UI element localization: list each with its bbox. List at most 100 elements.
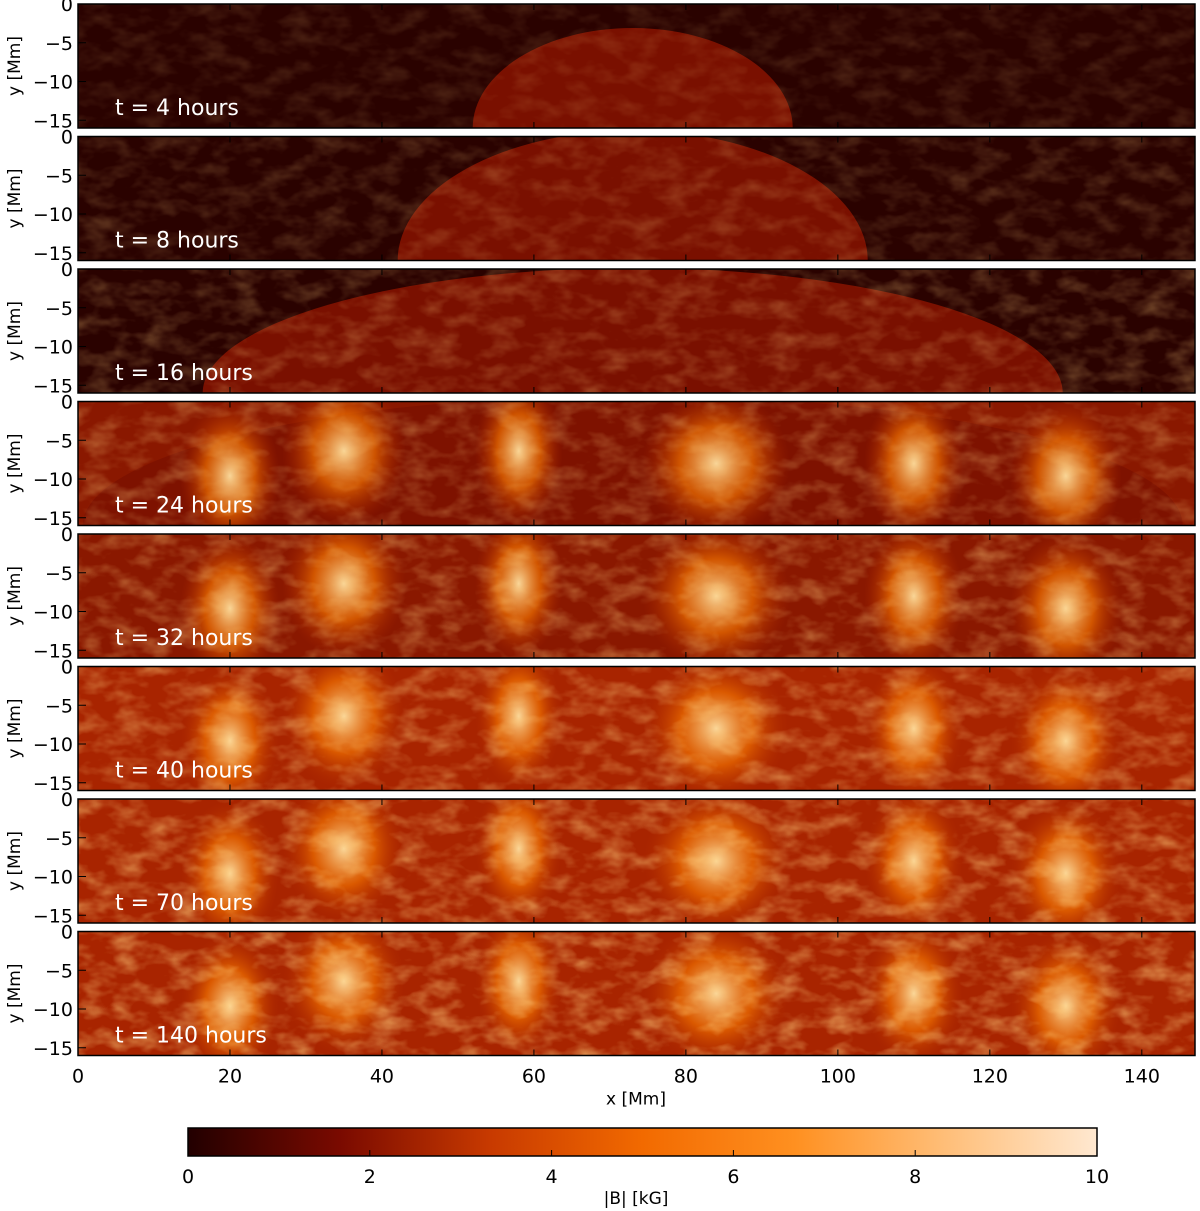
panel-140h: 0 −5 −10 −15 y [Mm] t = 140 hours [5, 922, 1196, 1060]
colorbar-tick-label: 4 [546, 1166, 558, 1188]
y-axis-title: y [Mm] [5, 831, 25, 891]
time-label: t = 32 hours [115, 626, 253, 651]
field-image [78, 799, 1195, 923]
panel-frame [77, 930, 1196, 1057]
turbulence-texture [78, 269, 1195, 393]
time-label: t = 24 hours [115, 494, 253, 519]
y-tick-label: −5 [45, 430, 73, 452]
turbulence-texture [78, 534, 1195, 658]
x-tick-label: 40 [370, 1066, 394, 1088]
y-tick-label: −5 [45, 695, 73, 717]
field-image [78, 4, 1195, 128]
turbulence-texture [78, 799, 1195, 923]
colorbar: 0 2 4 6 8 10 |B| [kG] [182, 1127, 1109, 1209]
panel-8h: 0 −5 −10 −15 y [Mm] t = 8 hours [5, 127, 1196, 265]
panel-frame [77, 135, 1196, 262]
turbulence-texture [78, 666, 1195, 791]
panel-16h: 0 −5 −10 −15 y [Mm] t = 16 hours [5, 259, 1196, 397]
y-tick-label: −10 [33, 867, 73, 889]
y-tick-label: −15 [33, 110, 73, 132]
y-tick-label: −10 [33, 999, 73, 1021]
time-label: t = 70 hours [115, 891, 253, 916]
time-label: t = 4 hours [115, 96, 239, 121]
y-axis-title: y [Mm] [5, 169, 25, 229]
panel-40h: 0 −5 −10 −15 y [Mm] t = 40 hours [5, 657, 1196, 795]
colorbar-tick-label: 0 [182, 1166, 194, 1188]
y-tick-label: −15 [33, 905, 73, 927]
x-axis: 0 20 40 60 80 100 120 140 x [Mm] [72, 1066, 1160, 1110]
panel-frame [77, 533, 1196, 659]
y-tick-label: 0 [61, 127, 73, 149]
y-tick-label: −5 [45, 33, 73, 55]
panel-24h: 0 −5 −10 −15 y [Mm] t = 24 hours [5, 392, 1196, 530]
y-axis-title: y [Mm] [5, 301, 25, 361]
panel-frame [77, 798, 1196, 924]
panel-32h: 0 −5 −10 −15 y [Mm] t = 32 hours [5, 524, 1196, 662]
x-tick-label: 0 [72, 1066, 84, 1088]
time-label: t = 8 hours [115, 229, 239, 254]
y-tick-label: −5 [45, 960, 73, 982]
field-image [78, 269, 1195, 393]
x-tick-label: 80 [674, 1066, 698, 1088]
panel-frame [77, 268, 1196, 394]
y-tick-label: −5 [45, 298, 73, 320]
x-tick-label: 140 [1124, 1066, 1160, 1088]
y-axis-title: y [Mm] [5, 964, 25, 1024]
y-tick-label: −15 [33, 1038, 73, 1060]
panel-4h: 0 −5 −10 −15 y [Mm] t = 4 hours [5, 0, 1196, 132]
panel-frame [77, 400, 1196, 527]
colorbar-label: |B| [kG] [604, 1189, 669, 1209]
colorbar-bar [187, 1127, 1098, 1157]
y-tick-label: −15 [33, 508, 73, 530]
y-tick-label: −5 [45, 165, 73, 187]
turbulence-texture [78, 136, 1195, 261]
time-label: t = 140 hours [115, 1024, 267, 1049]
panel-frame [77, 3, 1196, 129]
x-axis-title: x [Mm] [606, 1090, 666, 1110]
turbulence-texture [78, 401, 1195, 526]
panel-70h: 0 −5 −10 −15 y [Mm] t = 70 hours [5, 789, 1196, 927]
turbulence-texture [78, 4, 1195, 128]
y-tick-label: −10 [33, 734, 73, 756]
colorbar-tick-label: 6 [727, 1166, 739, 1188]
y-tick-label: 0 [61, 789, 73, 811]
y-tick-label: −15 [33, 375, 73, 397]
panel-frame [77, 665, 1196, 792]
field-image [78, 136, 1195, 261]
x-tick-label: 60 [522, 1066, 546, 1088]
y-tick-label: −15 [33, 773, 73, 795]
y-tick-label: 0 [61, 0, 73, 16]
y-axis-title: y [Mm] [5, 699, 25, 759]
y-tick-label: −10 [33, 72, 73, 94]
y-tick-label: −10 [33, 469, 73, 491]
turbulence-texture [78, 931, 1195, 1056]
y-tick-label: 0 [61, 392, 73, 414]
y-axis-title: y [Mm] [5, 36, 25, 96]
y-tick-label: −10 [33, 337, 73, 359]
y-tick-label: 0 [61, 922, 73, 944]
y-tick-label: 0 [61, 259, 73, 281]
y-axis-title: y [Mm] [5, 434, 25, 494]
x-tick-label: 20 [218, 1066, 242, 1088]
colorbar-tick-label: 8 [909, 1166, 921, 1188]
y-tick-label: −15 [33, 243, 73, 265]
y-tick-label: −10 [33, 204, 73, 226]
y-tick-label: 0 [61, 657, 73, 679]
time-label: t = 40 hours [115, 759, 253, 784]
y-tick-label: −5 [45, 563, 73, 585]
time-label: t = 16 hours [115, 361, 253, 386]
colorbar-tick-label: 2 [364, 1166, 376, 1188]
field-image [78, 666, 1195, 791]
y-tick-label: −5 [45, 828, 73, 850]
y-tick-label: −15 [33, 640, 73, 662]
y-tick-label: 0 [61, 524, 73, 546]
x-tick-label: 120 [972, 1066, 1008, 1088]
x-tick-label: 100 [820, 1066, 856, 1088]
panels: 0 −5 −10 −15 y [Mm] t = 4 hours 0 −5 −10 −15 y [Mm… [5, 0, 1196, 1060]
field-image [78, 931, 1195, 1056]
field-image [78, 401, 1195, 526]
field-image [78, 534, 1195, 658]
y-tick-label: −10 [33, 602, 73, 624]
y-axis-title: y [Mm] [5, 566, 25, 626]
